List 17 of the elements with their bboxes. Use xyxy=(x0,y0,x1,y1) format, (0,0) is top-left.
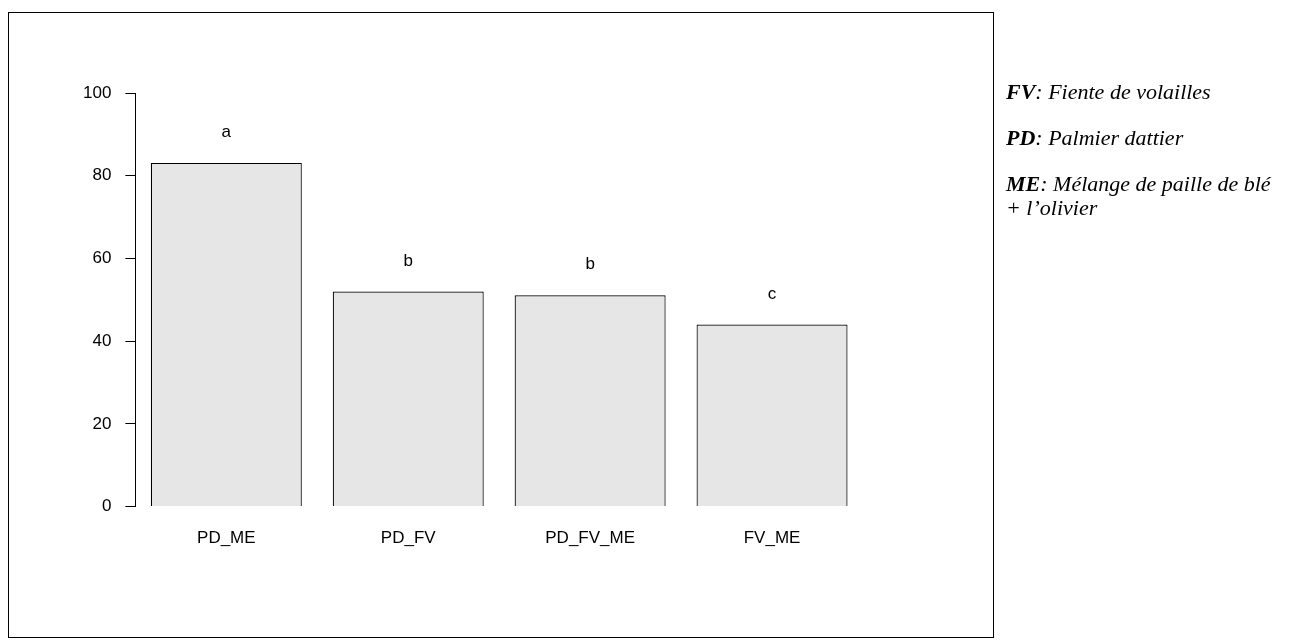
x-tick-label: PD_FV xyxy=(380,528,437,548)
data-label: a xyxy=(221,122,232,142)
y-tick-label: 80 xyxy=(92,165,112,185)
data-label: c xyxy=(767,283,777,303)
text: ME: Mélange de paille de blé + l’olivier xyxy=(1006,171,1272,220)
y-tick-label: 60 xyxy=(92,248,112,268)
x-tick-label: FV_ME xyxy=(743,528,801,548)
y-tick-label: 20 xyxy=(92,413,112,433)
text: FV: Fiente de volailles xyxy=(1006,79,1212,104)
data-label: b xyxy=(585,254,595,274)
y-tick-label: 40 xyxy=(92,330,112,350)
x-tick-label: PD_FV_ME xyxy=(545,528,636,548)
data-label: b xyxy=(403,250,413,270)
y-tick-label: 100 xyxy=(82,82,112,102)
x-tick-label: PD_ME xyxy=(197,528,256,548)
y-tick-label: 0 xyxy=(101,496,112,516)
text: PD: Palmier dattier xyxy=(1006,125,1185,150)
